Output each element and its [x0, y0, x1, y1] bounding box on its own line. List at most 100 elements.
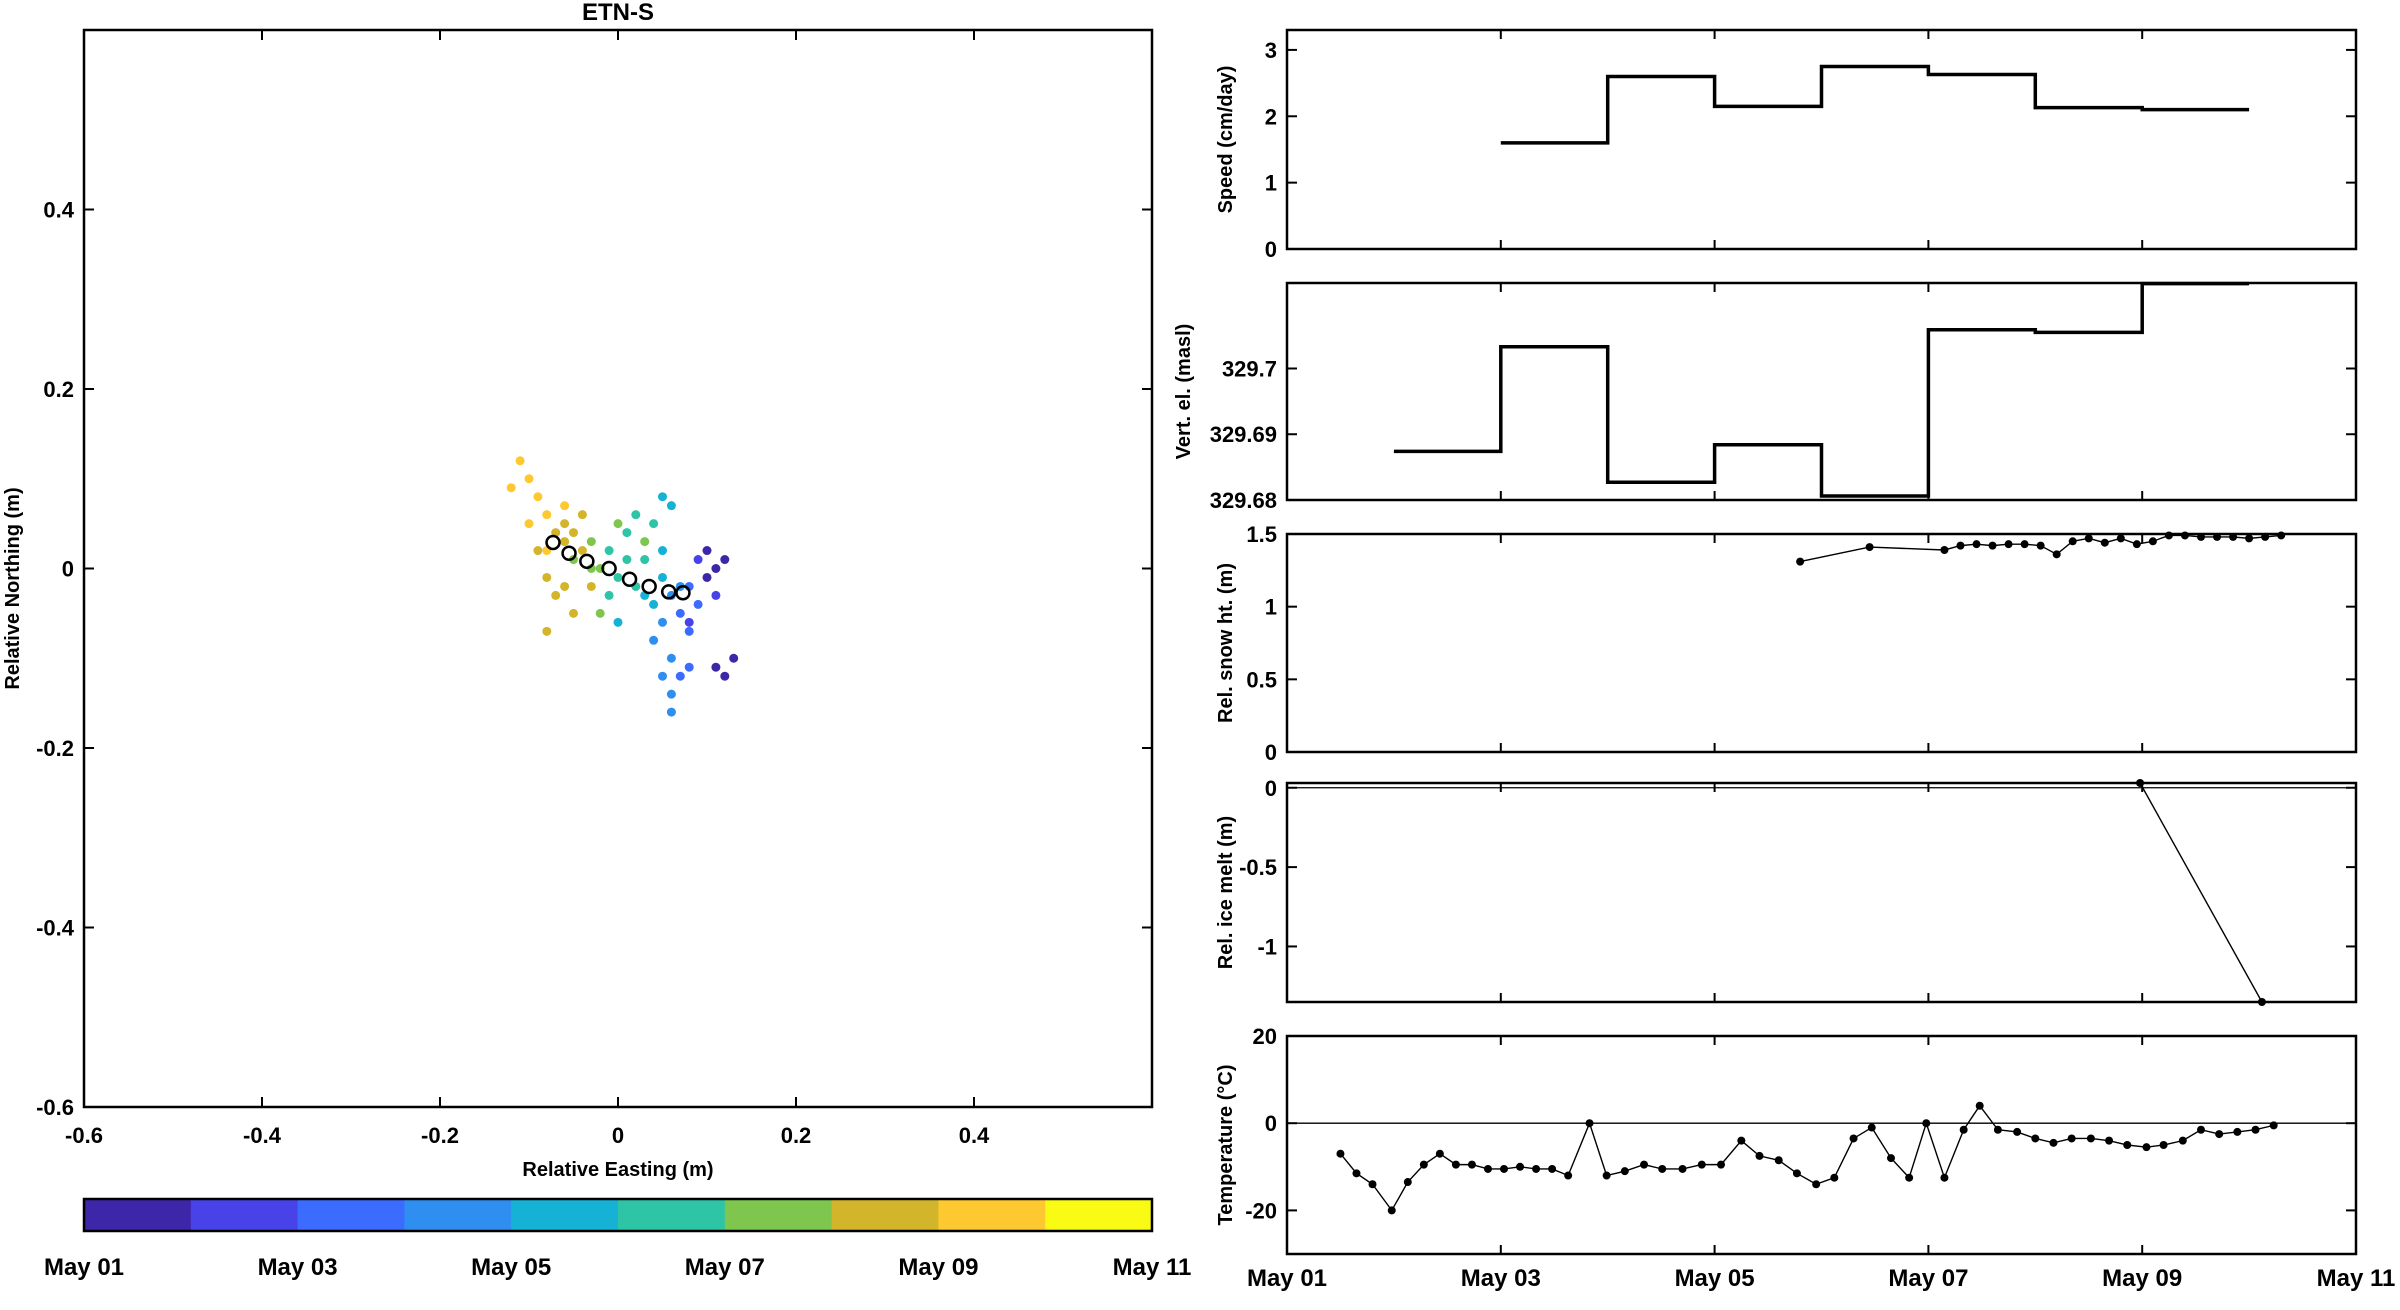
- colorbar-label: May 07: [685, 1254, 765, 1281]
- colorbar: May 01 May 03 May 05 May 07 May 09 May 11: [44, 1197, 1192, 1281]
- y-tick-label: -0.4: [36, 916, 75, 941]
- scatter-point: [729, 653, 739, 663]
- scatter-point: [542, 510, 552, 520]
- series-marker: [1467, 1160, 1476, 1169]
- y-tick-label: 3: [1265, 38, 1277, 63]
- series-marker: [2123, 1141, 2132, 1149]
- scatter-point: [658, 572, 667, 582]
- scatter-point: [586, 581, 596, 591]
- scatter-point: [666, 689, 676, 699]
- series-marker: [2215, 1130, 2224, 1139]
- scatter-point: [542, 572, 552, 582]
- scatter-point: [711, 564, 721, 573]
- series-marker: [2067, 1134, 2076, 1143]
- scatter-point: [515, 456, 525, 466]
- series-marker: [2159, 1141, 2168, 1149]
- series-marker: [1975, 1101, 1984, 1110]
- series-marker: [2245, 534, 2254, 543]
- y-tick-label: -0.2: [36, 736, 74, 761]
- series-line: [2139, 782, 2263, 1003]
- elevation-panel: 329.68 329.69 329.7 Vert. el. (masl): [1173, 281, 2358, 513]
- colorbar-segment: [404, 1199, 512, 1231]
- scatter-point: [711, 662, 721, 672]
- y-tick-label: 0.4: [43, 198, 74, 223]
- y-axis-label: Speed (cm/day): [1215, 66, 1237, 214]
- y-tick-label: 0: [1265, 776, 1277, 801]
- series-marker: [2251, 1125, 2260, 1134]
- scatter-point: [622, 555, 632, 565]
- series-marker: [1972, 540, 1981, 549]
- series-marker: [1922, 1119, 1931, 1128]
- x-tick-label: -0.4: [243, 1123, 282, 1148]
- series-marker: [2100, 538, 2109, 547]
- series-marker: [2261, 532, 2270, 541]
- series-marker: [2020, 540, 2029, 549]
- scatter-point: [649, 599, 659, 609]
- series-marker: [1812, 1180, 1821, 1189]
- x-axis-label: Relative Easting (m): [522, 1159, 713, 1181]
- x-tick-label: -0.2: [421, 1123, 459, 1148]
- series-marker: [2116, 534, 2125, 543]
- series-marker: [2084, 534, 2093, 543]
- series-marker: [1403, 1178, 1412, 1187]
- scatter-point: [604, 546, 614, 556]
- y-tick-label: 329.7: [1222, 356, 1277, 381]
- y-axis-label: Rel. snow ht. (m): [1215, 563, 1237, 723]
- series-marker: [1585, 1119, 1594, 1128]
- scatter-point: [560, 537, 570, 547]
- date-tick-label: May 07: [1888, 1265, 1968, 1292]
- scatter-point: [666, 501, 676, 511]
- scatter-point: [569, 528, 578, 538]
- scatter-point: [542, 626, 552, 636]
- scatter-point: [560, 581, 570, 591]
- series-marker: [2036, 541, 2045, 550]
- daily-mean-marker: [641, 578, 657, 595]
- scatter-point: [658, 546, 667, 556]
- scatter-point: [560, 519, 570, 529]
- x-tick-label: -0.6: [65, 1123, 103, 1148]
- temperature-panel: -20 0 20 Temperature (°C) May 01 May 03 May 05…: [1215, 1024, 2395, 1292]
- y-tick-label: -0.6: [36, 1095, 74, 1120]
- scatter-point: [622, 528, 632, 538]
- series-marker: [2164, 531, 2173, 540]
- x-tick-label: 0.2: [781, 1123, 812, 1148]
- series-line: [1500, 64, 2250, 145]
- y-tick-label: 1: [1265, 595, 1277, 620]
- scatter-point: [658, 617, 667, 627]
- scatter-point: [693, 599, 703, 609]
- series-marker: [1483, 1164, 1492, 1173]
- y-tick-label: 0: [62, 557, 74, 582]
- daily-mean-marker: [621, 571, 638, 588]
- scatter-point: [533, 546, 543, 556]
- colorbar-label: May 11: [1113, 1254, 1192, 1281]
- series-marker: [1640, 1160, 1649, 1169]
- scatter-point: [702, 572, 712, 582]
- series-marker: [2269, 1121, 2278, 1130]
- y-tick-label: 329.68: [1210, 488, 1277, 513]
- y-tick-label: 0: [1265, 740, 1277, 765]
- scatter-point: [720, 555, 730, 565]
- y-tick-label: 20: [1253, 1024, 1277, 1049]
- scatter-point: [684, 626, 694, 636]
- y-tick-label: 329.69: [1210, 422, 1277, 447]
- series-line: [1393, 281, 2250, 498]
- panel-axes-box: [1285, 1034, 2358, 1256]
- series-marker: [2136, 779, 2145, 787]
- scatter-point: [658, 492, 667, 502]
- series-marker: [2180, 531, 2189, 540]
- speed-panel: 0 1 2 3 Speed (cm/day): [1215, 28, 2358, 262]
- x-tick-label: 0.4: [959, 1123, 990, 1148]
- colorbar-label: May 05: [471, 1254, 551, 1281]
- colorbar-segment: [831, 1199, 939, 1231]
- colorbar-label: May 03: [258, 1254, 338, 1281]
- scatter-point: [569, 608, 578, 618]
- y-tick-label: 0.5: [1246, 667, 1277, 692]
- series-marker: [1516, 1162, 1525, 1171]
- scatter-point: [693, 555, 703, 565]
- colorbar-segment: [938, 1199, 1046, 1231]
- series-marker: [1620, 1167, 1629, 1176]
- ice-melt-panel: -1 -0.5 0 Rel. ice melt (m): [1215, 776, 2358, 1006]
- date-tick-label: May 09: [2102, 1265, 2182, 1292]
